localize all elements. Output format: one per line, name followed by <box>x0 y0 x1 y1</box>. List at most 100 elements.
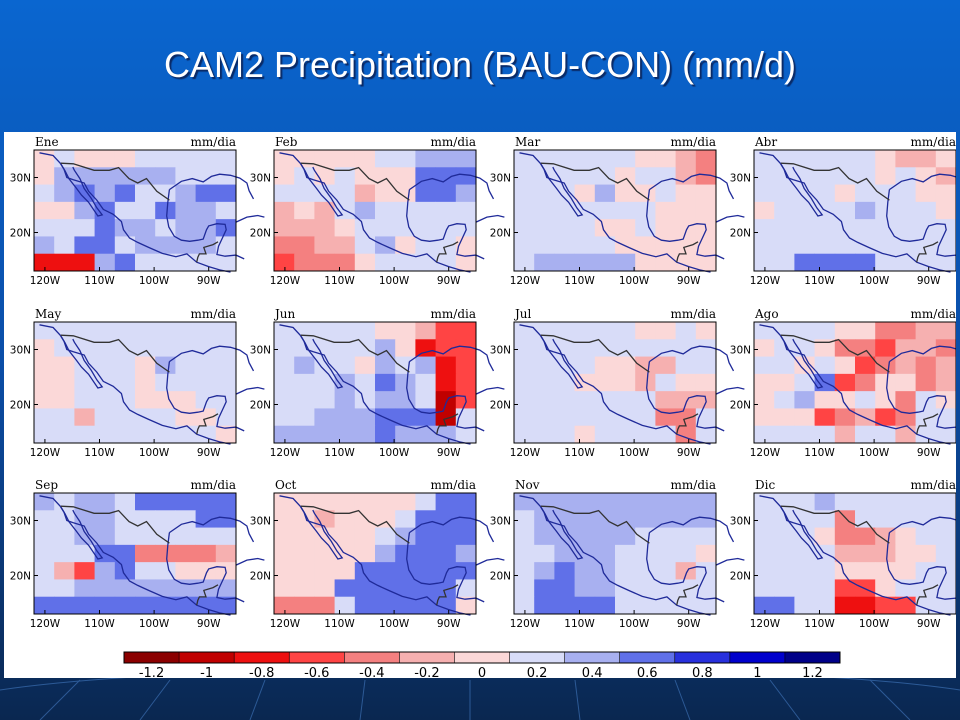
panel-units-label: mm/dia <box>191 478 236 492</box>
heatmap-cell <box>514 167 535 185</box>
heatmap-cell <box>814 562 836 580</box>
panel-month-label: Mar <box>515 135 540 149</box>
heatmap-cell <box>94 391 116 409</box>
coastline-path <box>235 557 265 566</box>
heatmap-cell <box>655 150 676 168</box>
heatmap-cell <box>155 236 176 255</box>
heatmap-cell <box>895 322 916 340</box>
heatmap-cell <box>455 544 477 563</box>
heatmap-cell <box>855 167 876 185</box>
heatmap-cell <box>314 510 335 528</box>
panel-units-label: mm/dia <box>431 135 476 149</box>
heatmap-cell <box>375 219 396 237</box>
heatmap-cell <box>334 391 356 409</box>
heatmap-cell <box>455 373 477 392</box>
heatmap-cell <box>834 562 856 580</box>
heatmap-cell <box>655 219 676 237</box>
colorbar-tick-label: 1 <box>753 666 761 678</box>
heatmap-cell <box>455 322 477 340</box>
heatmap-cell <box>935 167 956 185</box>
heatmap-cell <box>294 150 315 168</box>
heatmap-cell <box>935 253 956 272</box>
heatmap-cell <box>395 391 416 409</box>
heatmap-cell <box>435 356 457 375</box>
colorbar-tick-label: -0.6 <box>304 666 329 678</box>
heatmap-cell <box>274 527 295 546</box>
heatmap-cells <box>274 322 477 444</box>
heatmap-cell <box>375 201 396 220</box>
heatmap-cell <box>534 579 555 598</box>
colorbar-swatch <box>454 652 510 663</box>
heatmap-cell <box>155 391 176 409</box>
heatmap-cell <box>354 184 376 203</box>
heatmap-cell <box>354 579 376 598</box>
heatmap-cell <box>935 373 956 392</box>
heatmap-cell <box>314 356 335 375</box>
heatmap-cell <box>195 201 217 220</box>
heatmap-cell <box>774 391 795 409</box>
heatmap-cell <box>94 219 116 237</box>
heatmap-cell <box>534 201 555 220</box>
heatmap-cell <box>314 527 335 546</box>
heatmap-cell <box>314 253 335 272</box>
heatmap-cell <box>615 339 636 357</box>
heatmap-cell <box>175 493 196 511</box>
heatmap-cell <box>294 596 315 615</box>
heatmap-cell <box>554 408 575 427</box>
heatmap-cell <box>635 596 656 615</box>
heatmap-cell <box>34 391 55 409</box>
x-tick-label: 100W <box>139 447 170 459</box>
heatmap-cell <box>814 425 836 444</box>
heatmap-cell <box>395 544 416 563</box>
heatmap-cell <box>114 596 136 615</box>
heatmap-cell <box>354 527 376 546</box>
coastline-path <box>780 505 890 544</box>
heatmap-cell <box>574 356 596 375</box>
x-tick-label: 120W <box>750 275 781 287</box>
heatmap-cell <box>774 219 795 237</box>
coastline-path <box>759 324 951 445</box>
heatmap-cell <box>395 579 416 598</box>
x-tick-label: 90W <box>437 447 461 459</box>
heatmap-cell <box>354 510 376 528</box>
colorbar-tick-label: 0.4 <box>582 666 603 678</box>
heatmap-cell <box>354 356 376 375</box>
heatmap-cell <box>675 150 697 168</box>
heatmap-cell <box>794 167 815 185</box>
heatmap-cell <box>574 253 596 272</box>
heatmap-cell <box>74 544 95 563</box>
heatmap-cell <box>294 356 315 375</box>
heatmap-cell <box>354 253 376 272</box>
coastline-path <box>39 152 231 273</box>
x-tick-label: 120W <box>30 447 61 459</box>
coastline <box>39 152 265 273</box>
coastline-path <box>916 584 939 606</box>
heatmap-cell <box>334 253 356 272</box>
heatmap-cell <box>435 150 457 168</box>
heatmap-cells <box>754 322 956 444</box>
y-tick-label: 20N <box>250 228 271 240</box>
coastline-path <box>540 335 584 389</box>
heatmap-cell <box>514 219 535 237</box>
heatmap-cell <box>294 219 315 237</box>
colorbar-swatch <box>564 652 620 663</box>
map-panel-feb: Feb mm/dia 120W 110W 100W 90W 30N 20N <box>250 135 505 287</box>
heatmap-cell <box>155 425 176 444</box>
heatmap-cell <box>74 596 95 615</box>
heatmap-cell <box>34 425 55 444</box>
heatmap-cell <box>834 493 856 511</box>
y-tick-label: 30N <box>10 516 31 528</box>
coastline-path <box>780 506 824 560</box>
heatmap-cell <box>534 219 555 237</box>
heatmap-cell <box>155 339 176 357</box>
heatmap-cell <box>895 596 916 615</box>
heatmap-cell <box>415 425 436 444</box>
heatmap-cell <box>534 596 555 615</box>
heatmap-cell <box>435 201 457 220</box>
heatmap-cell <box>675 579 697 598</box>
heatmap-cell <box>415 510 436 528</box>
heatmap-cell <box>554 373 575 392</box>
heatmap-cell <box>74 253 95 272</box>
heatmap-cell <box>114 150 136 168</box>
panel-month-label: Nov <box>515 478 540 492</box>
